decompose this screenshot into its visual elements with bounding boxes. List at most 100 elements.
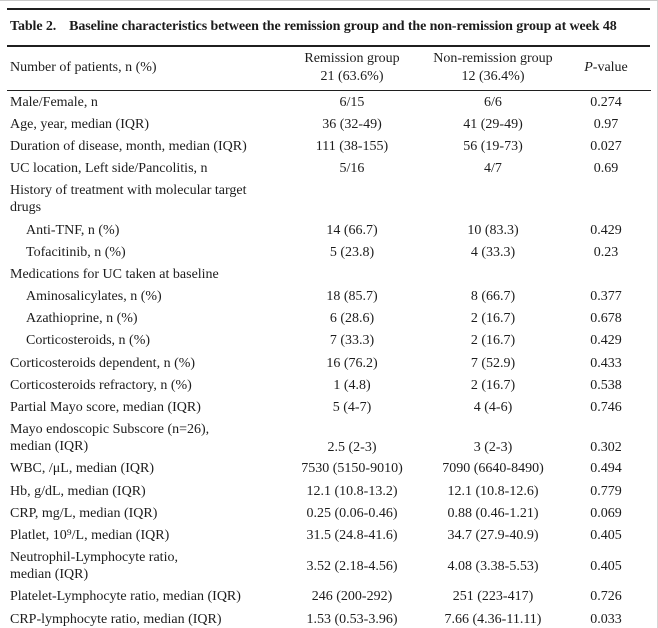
non-remission-value: 34.7 (27.9-40.9) xyxy=(447,527,539,543)
remission-value: 3.52 (2.18-4.56) xyxy=(306,558,398,574)
non-remission-value: 56 (19-73) xyxy=(463,138,523,154)
remission-value: 7530 (5150-9010) xyxy=(301,461,403,477)
remission-value xyxy=(279,263,425,285)
non-remission-value: 251 (223-417) xyxy=(452,589,534,605)
remission-group-count: 21 (63.6%) xyxy=(320,69,384,84)
remission-value: 6/15 xyxy=(339,94,365,110)
table-row: Platlet, 10⁹/L, median (IQR) 31.5 (24.8-4… xyxy=(7,524,651,546)
remission-value: 14 (66.7) xyxy=(326,222,378,238)
table-row: Duration of disease, month, median (IQR)… xyxy=(7,135,651,157)
non-remission-value: 3 (2-3) xyxy=(473,439,513,455)
non-remission-value: 7.66 (4.36-11.11) xyxy=(444,611,542,627)
section-row: History of treatment with molecular targ… xyxy=(7,180,651,219)
remission-value: 246 (200-292) xyxy=(311,589,393,605)
p-value: 0.429 xyxy=(590,333,622,349)
p-value: 0.678 xyxy=(590,311,622,327)
non-remission-value: 8 (66.7) xyxy=(470,289,516,305)
table-row: Mayo endoscopic Subscore (n=26), median … xyxy=(7,419,651,458)
remission-value: 1.53 (0.53-3.96) xyxy=(306,611,398,627)
row-label: Aminosalicylates, n (%) xyxy=(26,289,162,305)
remission-value: 36 (32-49) xyxy=(322,116,382,132)
non-remission-value: 41 (29-49) xyxy=(463,116,523,132)
row-label: Platelet-Lymphocyte ratio, median (IQR) xyxy=(10,589,241,605)
remission-value: 7 (33.3) xyxy=(329,333,375,349)
p-value: 0.494 xyxy=(590,461,622,477)
table-row: CRP, mg/L, median (IQR) 0.25 (0.06-0.46) 0… xyxy=(7,502,651,524)
table-row: Platelet-Lymphocyte ratio, median (IQR) 2… xyxy=(7,586,651,608)
remission-value: 18 (85.7) xyxy=(326,289,378,305)
row-label: Age, year, median (IQR) xyxy=(10,116,149,132)
table-row: Hb, g/dL, median (IQR) 12.1 (10.8-13.2) 12… xyxy=(7,480,651,502)
table-row: Age, year, median (IQR) 36 (32-49) 41 (29-… xyxy=(7,113,651,135)
table-caption: Baseline characteristics between the rem… xyxy=(69,19,617,34)
p-value: 0.97 xyxy=(593,116,619,132)
non-remission-value: 2 (16.7) xyxy=(470,311,516,327)
p-value: 0.538 xyxy=(590,377,622,393)
table-body: Male/Female, n 6/15 6/6 0.274 Age, year, med… xyxy=(7,91,651,628)
table-row: Neutrophil-Lymphocyte ratio, median (IQR… xyxy=(7,547,651,586)
non-remission-value: 4.08 (3.38-5.53) xyxy=(447,558,539,574)
p-value: 0.69 xyxy=(593,161,619,177)
baseline-characteristics-table: Number of patients, n (%) Remission grou… xyxy=(7,47,651,628)
table-title: Table 2. Baseline characteristics between… xyxy=(7,8,650,47)
remission-group-label: Remission group xyxy=(304,51,400,66)
non-remission-group-count: 12 (36.4%) xyxy=(461,69,525,84)
remission-value: 5/16 xyxy=(339,161,365,177)
row-label: Platlet, 10⁹/L, median (IQR) xyxy=(10,527,170,543)
p-value: 0.069 xyxy=(590,505,622,521)
remission-value: 111 (38-155) xyxy=(315,138,389,154)
non-remission-value: 4 (4-6) xyxy=(473,400,513,416)
header-remission-group: Remission group 21 (63.6%) xyxy=(279,47,425,91)
table-row: Corticosteroids refractory, n (%) 1 (4.8)… xyxy=(7,374,651,396)
remission-value xyxy=(279,180,425,219)
non-remission-group-label: Non-remission group xyxy=(433,51,553,66)
table-row: Anti-TNF, n (%) 14 (66.7) 10 (83.3) 0.429 xyxy=(7,219,651,241)
row-label: WBC, /μL, median (IQR) xyxy=(10,461,154,477)
table-row: Corticosteroids dependent, n (%) 16 (76.2… xyxy=(7,352,651,374)
non-remission-value: 7 (52.9) xyxy=(470,355,516,371)
p-value: 0.746 xyxy=(590,400,622,416)
row-label: Partial Mayo score, median (IQR) xyxy=(10,400,201,416)
p-value: 0.027 xyxy=(590,138,622,154)
table-row: CRP-lymphocyte ratio, median (IQR) 1.53 (… xyxy=(7,608,651,628)
row-label: Azathioprine, n (%) xyxy=(26,311,138,327)
section-row: Medications for UC taken at baseline xyxy=(7,263,651,285)
row-label: Male/Female, n xyxy=(10,94,98,110)
remission-value: 5 (4-7) xyxy=(332,400,372,416)
table-header: Number of patients, n (%) Remission grou… xyxy=(7,47,651,91)
remission-value: 31.5 (24.8-41.6) xyxy=(306,527,398,543)
p-rest: -value xyxy=(592,60,628,75)
non-remission-value: 6/6 xyxy=(484,94,502,110)
table-row: Aminosalicylates, n (%) 18 (85.7) 8 (66.7)… xyxy=(7,286,651,308)
row-label: Mayo endoscopic Subscore (n=26), median … xyxy=(10,422,210,455)
non-remission-value: 12.1 (10.8-12.6) xyxy=(447,483,539,499)
p-value: 0.429 xyxy=(590,222,622,238)
p-value: 0.033 xyxy=(590,611,622,627)
table-row: Tofacitinib, n (%) 5 (23.8) 4 (33.3) 0.23 xyxy=(7,241,651,263)
table-row: UC location, Left side/Pancolitis, n 5/16… xyxy=(7,158,651,180)
row-label: Corticosteroids, n (%) xyxy=(26,333,151,349)
row-label: Hb, g/dL, median (IQR) xyxy=(10,483,146,499)
remission-value: 6 (28.6) xyxy=(329,311,375,327)
p-value: 0.433 xyxy=(590,355,622,371)
non-remission-value: 4/7 xyxy=(484,161,502,177)
p-italic: P xyxy=(584,60,593,75)
row-label: Duration of disease, month, median (IQR) xyxy=(10,138,247,154)
non-remission-value: 2 (16.7) xyxy=(470,377,516,393)
row-label: CRP, mg/L, median (IQR) xyxy=(10,505,158,521)
header-number-of-patients: Number of patients, n (%) xyxy=(7,47,279,91)
remission-value: 2.5 (2-3) xyxy=(327,439,377,455)
row-label: Medications for UC taken at baseline xyxy=(10,266,219,282)
header-row: Number of patients, n (%) Remission grou… xyxy=(7,47,651,91)
table-row: WBC, /μL, median (IQR) 7530 (5150-9010) 70… xyxy=(7,458,651,480)
header-non-remission-group: Non-remission group 12 (36.4%) xyxy=(425,47,561,91)
non-remission-value: 2 (16.7) xyxy=(470,333,516,349)
non-remission-value: 10 (83.3) xyxy=(467,222,519,238)
non-remission-value xyxy=(425,180,561,219)
remission-value: 0.25 (0.06-0.46) xyxy=(306,505,398,521)
non-remission-value: 4 (33.3) xyxy=(470,244,516,260)
remission-value: 1 (4.8) xyxy=(333,377,371,393)
table-row: Corticosteroids, n (%) 7 (33.3) 2 (16.7) 0.… xyxy=(7,330,651,352)
p-value: 0.302 xyxy=(590,439,622,455)
